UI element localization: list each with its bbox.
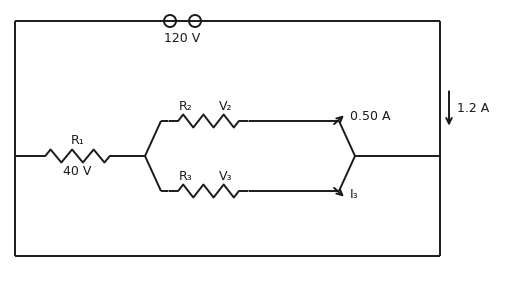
Text: 0.50 A: 0.50 A [350, 110, 391, 124]
Text: 120 V: 120 V [164, 32, 201, 45]
Text: 40 V: 40 V [64, 165, 92, 178]
Text: V₂: V₂ [219, 100, 233, 112]
Text: V₃: V₃ [219, 170, 233, 182]
Text: I₃: I₃ [350, 188, 359, 202]
Text: R₂: R₂ [179, 100, 193, 112]
Text: R₃: R₃ [179, 170, 193, 182]
Text: R₁: R₁ [71, 134, 85, 147]
Text: 1.2 A: 1.2 A [457, 102, 489, 115]
